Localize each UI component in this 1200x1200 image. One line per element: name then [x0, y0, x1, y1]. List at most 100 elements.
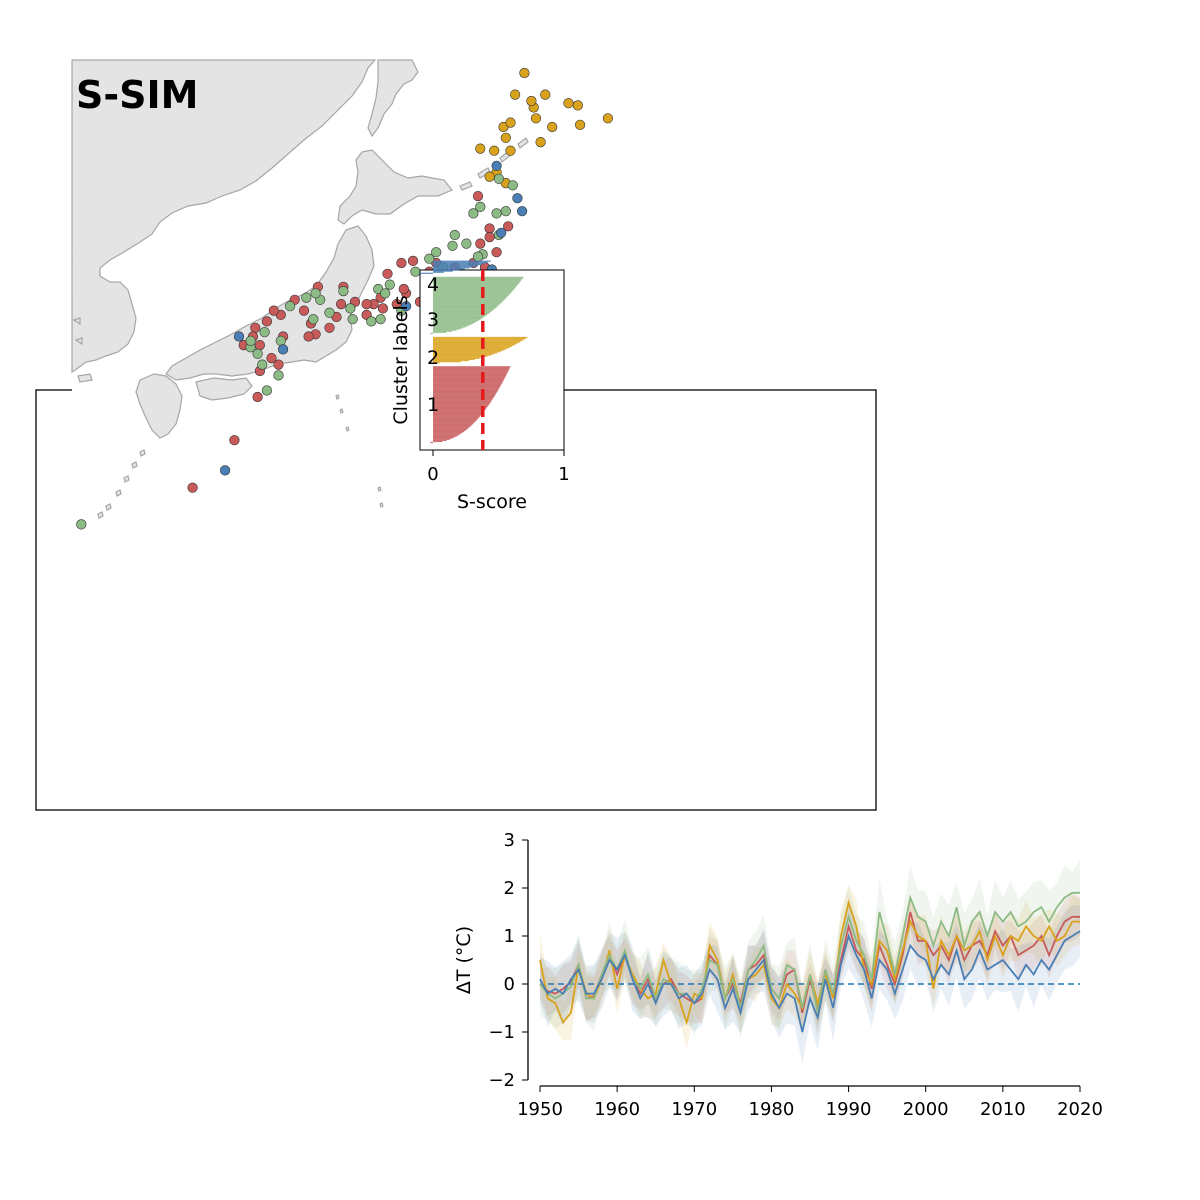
station-marker-cluster-2 — [530, 113, 542, 124]
silhouette-bar-cluster-3 — [433, 309, 493, 311]
silhouette-bar-cluster-4 — [433, 269, 460, 271]
silhouette-bar-cluster-1 — [433, 403, 490, 405]
silhouette-bar-cluster-3 — [433, 321, 476, 324]
silhouette-bar-cluster-3 — [433, 319, 479, 321]
sakhalin — [367, 59, 419, 138]
sil-xtick-label-0: 0 — [427, 464, 438, 485]
station-marker-cluster-1 — [273, 359, 284, 370]
silhouette-bar-cluster-3 — [433, 302, 502, 304]
silhouette-bar-cluster-3 — [433, 287, 515, 290]
silhouette-bar-cluster-1 — [433, 437, 453, 439]
station-marker-cluster-2 — [574, 119, 586, 130]
station-marker-cluster-1 — [261, 316, 273, 327]
japan-map: S-SIM — [71, 59, 614, 535]
xtick-label: 2020 — [1057, 1099, 1103, 1120]
silhouette-bar-cluster-3 — [433, 285, 517, 287]
silhouette-bar-cluster-1 — [433, 436, 455, 438]
silhouette-bar-cluster-2 — [433, 362, 440, 364]
station-marker-cluster-3 — [259, 327, 270, 338]
silhouette-bar-cluster-4 — [433, 271, 444, 273]
station-marker-cluster-2 — [519, 67, 530, 79]
station-marker-cluster-2 — [500, 132, 511, 143]
silhouette-bar-cluster-1 — [433, 429, 466, 432]
ytick-label: 3 — [504, 830, 515, 851]
silhouette-bar-cluster-3 — [433, 316, 484, 318]
silhouette-bar-cluster-1 — [433, 385, 501, 388]
panel-title: S-SIM — [76, 73, 198, 117]
silhouette-bar-cluster-3 — [433, 323, 471, 326]
station-marker-cluster-3 — [76, 519, 87, 530]
silhouette-bar-cluster-4 — [433, 261, 488, 263]
silhouette-bar-cluster-1 — [433, 366, 511, 368]
xtick-label: 1990 — [826, 1099, 872, 1120]
silhouette-bar-cluster-1 — [433, 421, 476, 423]
silhouette-bar-cluster-3 — [433, 298, 505, 301]
silhouette-bar-cluster-3 — [433, 322, 473, 325]
station-marker-cluster-1 — [475, 238, 486, 249]
station-marker-cluster-1 — [361, 299, 372, 310]
silhouette-bar-cluster-3 — [433, 315, 486, 317]
station-marker-cluster-2 — [602, 113, 614, 124]
silhouette-bar-cluster-2 — [433, 339, 524, 341]
silhouette-bar-cluster-1 — [433, 432, 463, 434]
station-marker-cluster-3 — [308, 314, 319, 325]
silhouette-bar-cluster-1 — [433, 435, 457, 437]
silhouette-bar-cluster-1 — [433, 399, 493, 401]
ytick-label: −2 — [488, 1070, 515, 1091]
silhouette-bar-cluster-1 — [433, 400, 492, 402]
silhouette-bar-cluster-2 — [433, 342, 519, 344]
cluster-label-4: 4 — [427, 274, 439, 296]
silhouette-bar-cluster-3 — [433, 312, 489, 315]
silhouette-bar-cluster-1 — [433, 430, 464, 433]
station-marker-cluster-1 — [382, 268, 393, 279]
silhouette-plot: 1 2 3 4 0 1 S-score Cluster labels — [390, 260, 570, 513]
band-cluster_3 — [540, 859, 1080, 1039]
station-marker-cluster-1 — [298, 305, 310, 316]
silhouette-bar-cluster-1 — [433, 401, 491, 403]
silhouette-bar-cluster-3 — [433, 304, 500, 306]
station-marker-cluster-2 — [484, 171, 495, 182]
silhouette-bar-cluster-1 — [433, 417, 479, 420]
silhouette-bar-cluster-1 — [433, 424, 472, 426]
silhouette-bar-cluster-2 — [433, 343, 517, 345]
silhouette-bar-cluster-1 — [433, 374, 506, 377]
silhouette-bar-cluster-1 — [433, 439, 447, 442]
silhouette-bar-cluster-1 — [433, 427, 469, 429]
silhouette-bar-cluster-3 — [433, 276, 524, 279]
silhouette-bar-cluster-1 — [433, 379, 504, 381]
silhouette-bar-cluster-2 — [433, 336, 528, 339]
silhouette-bar-cluster-1 — [433, 411, 484, 413]
silhouette-bar-cluster-3 — [433, 327, 464, 329]
silhouette-bar-cluster-1 — [433, 394, 495, 397]
silhouette-bar-cluster-1 — [433, 438, 450, 440]
silhouette-bar-cluster-1 — [433, 387, 500, 389]
silhouette-bar-cluster-4 — [433, 263, 482, 266]
silhouette-bar-cluster-3 — [433, 296, 507, 298]
cluster-label-3: 3 — [427, 309, 439, 331]
silhouette-bar-cluster-1 — [433, 367, 510, 369]
station-marker-cluster-3 — [257, 359, 268, 370]
silhouette-bar-cluster-1 — [433, 392, 497, 394]
silhouette-bars — [419, 260, 528, 444]
silhouette-bar-cluster-2 — [433, 341, 521, 343]
silhouette-bar-cluster-3 — [433, 308, 495, 310]
station-marker-cluster-3 — [375, 314, 386, 325]
station-marker-cluster-3 — [431, 247, 442, 258]
silhouette-bar-cluster-3 — [433, 288, 514, 291]
station-marker-cluster-3 — [491, 208, 502, 219]
station-marker-cluster-3 — [449, 229, 460, 241]
station-marker-cluster-4 — [278, 344, 289, 355]
silhouette-bar-cluster-1 — [433, 407, 487, 410]
station-marker-cluster-1 — [187, 482, 198, 493]
silhouette-bar-cluster-1 — [433, 372, 508, 375]
silhouette-bar-cluster-2 — [433, 359, 469, 362]
silhouette-bar-cluster-1 — [433, 406, 487, 409]
silhouette-bar-cluster-1 — [433, 388, 499, 390]
ryukyu-islands — [97, 449, 146, 519]
ytick-label: −1 — [488, 1022, 515, 1043]
station-marker-cluster-1 — [336, 299, 347, 310]
silhouette-bar-cluster-1 — [433, 384, 501, 387]
station-marker-cluster-1 — [398, 283, 409, 295]
band-cluster_1 — [540, 892, 1080, 1038]
